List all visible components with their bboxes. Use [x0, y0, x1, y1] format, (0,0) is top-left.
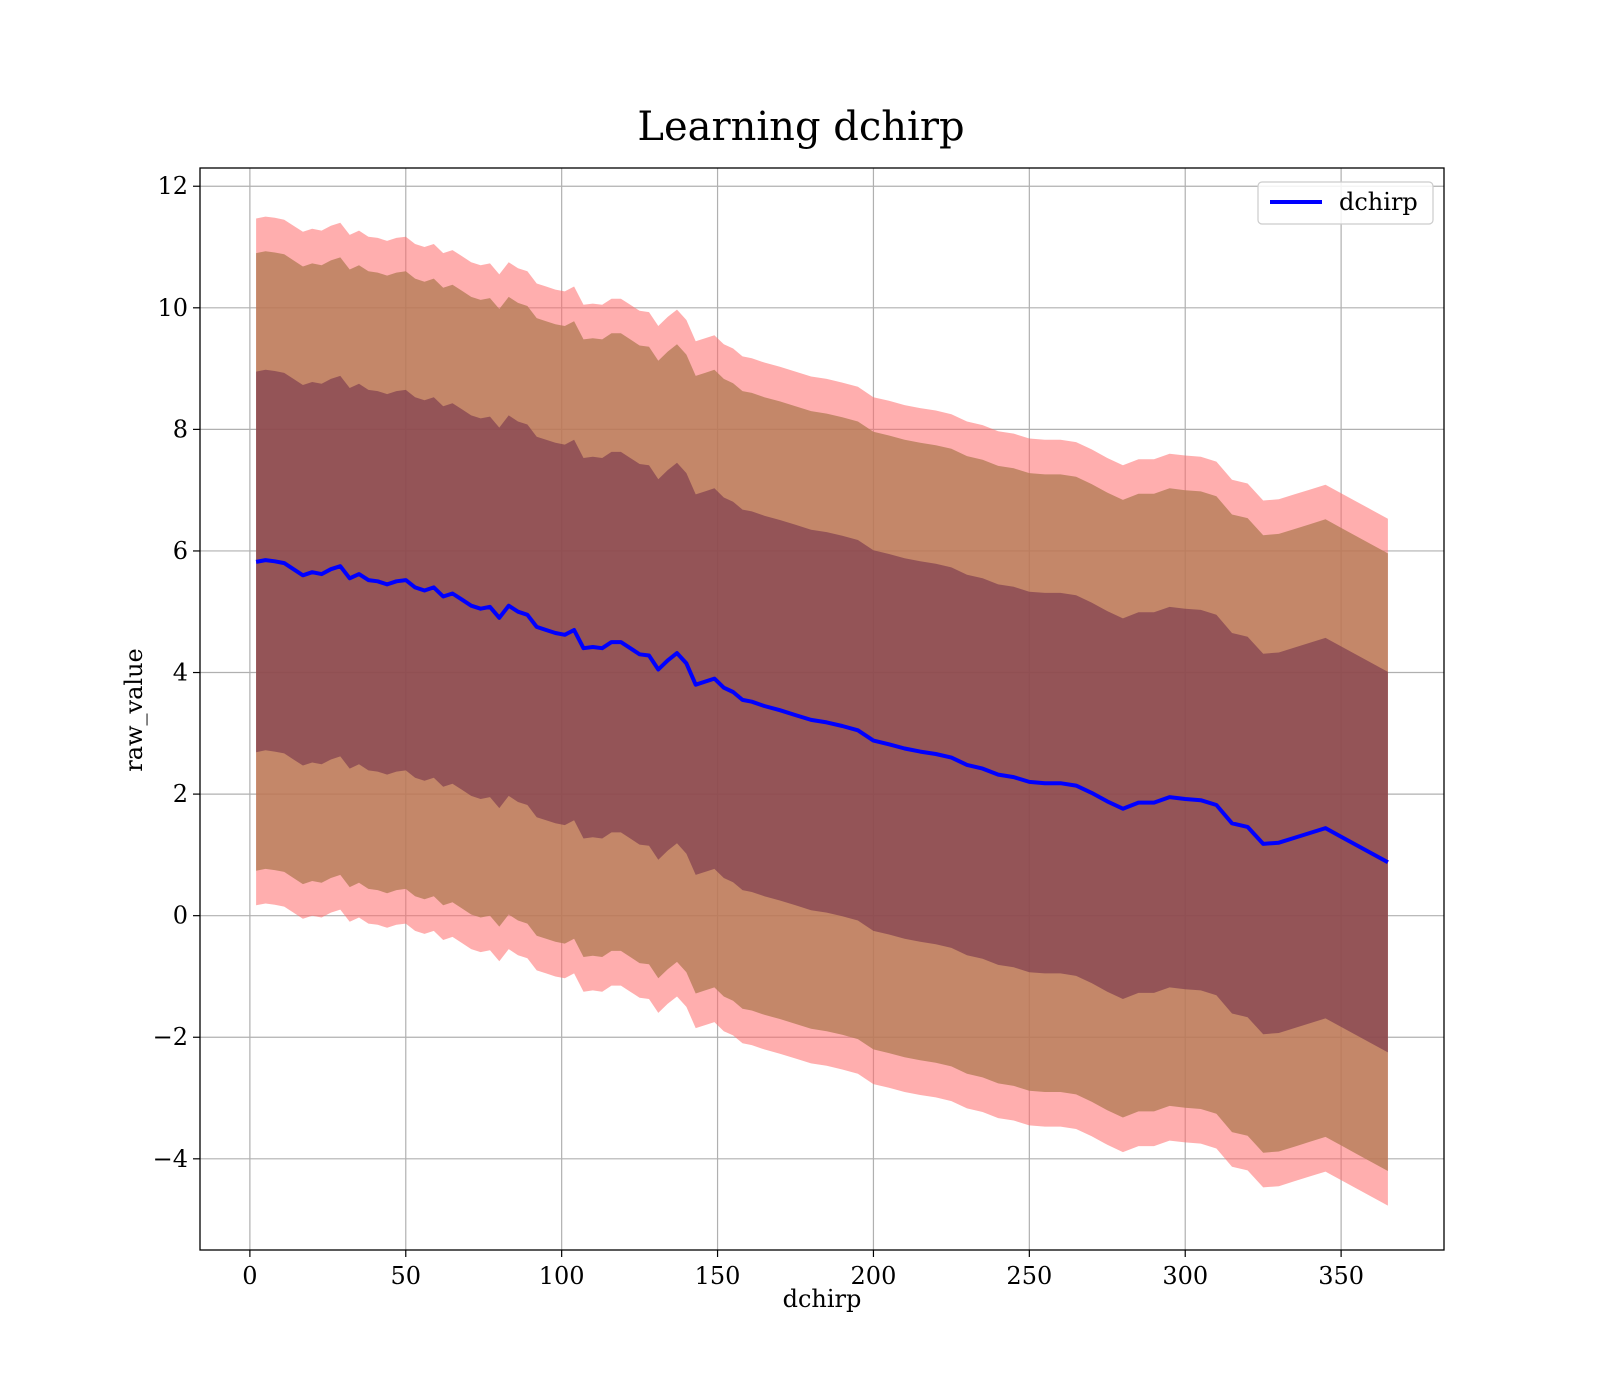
x-axis-label: dchirp	[783, 1285, 862, 1313]
y-tick-label: −4	[153, 1145, 188, 1173]
legend-box	[1257, 181, 1434, 225]
y-tick-label: 2	[173, 780, 188, 808]
x-tick-label: 50	[391, 1262, 422, 1290]
x-tick-label: 300	[1162, 1262, 1208, 1290]
x-tick-label: 0	[242, 1262, 257, 1290]
y-axis-label: raw_value	[120, 648, 148, 772]
y-axis-ticks: −4 −2 0 2 4 6 8 10 12	[153, 172, 200, 1173]
x-tick-label: 100	[539, 1262, 585, 1290]
chart-title: Learning dchirp	[637, 104, 964, 150]
legend: dchirp	[1257, 181, 1434, 225]
x-tick-label: 200	[851, 1262, 897, 1290]
y-tick-label: 4	[173, 659, 188, 687]
y-tick-label: 10	[157, 294, 188, 322]
plot-frame	[199, 167, 1445, 1251]
band-inner	[256, 369, 1388, 1053]
x-axis-ticks: 0 50 100 150 200 250 300 350	[242, 1250, 1364, 1290]
y-tick-label: 8	[173, 415, 188, 443]
x-tick-label: 350	[1318, 1262, 1364, 1290]
y-tick-label: 0	[173, 902, 188, 930]
plot-area	[199, 167, 1445, 1251]
x-tick-label: 150	[695, 1262, 741, 1290]
y-tick-label: 6	[173, 537, 188, 565]
legend-label-dchirp: dchirp	[1339, 188, 1418, 216]
x-tick-label: 250	[1006, 1262, 1052, 1290]
series-line-dchirp	[255, 558, 1389, 864]
confidence-bands	[256, 216, 1388, 1206]
y-tick-label: −2	[153, 1023, 188, 1051]
y-tick-label: 12	[157, 172, 188, 200]
